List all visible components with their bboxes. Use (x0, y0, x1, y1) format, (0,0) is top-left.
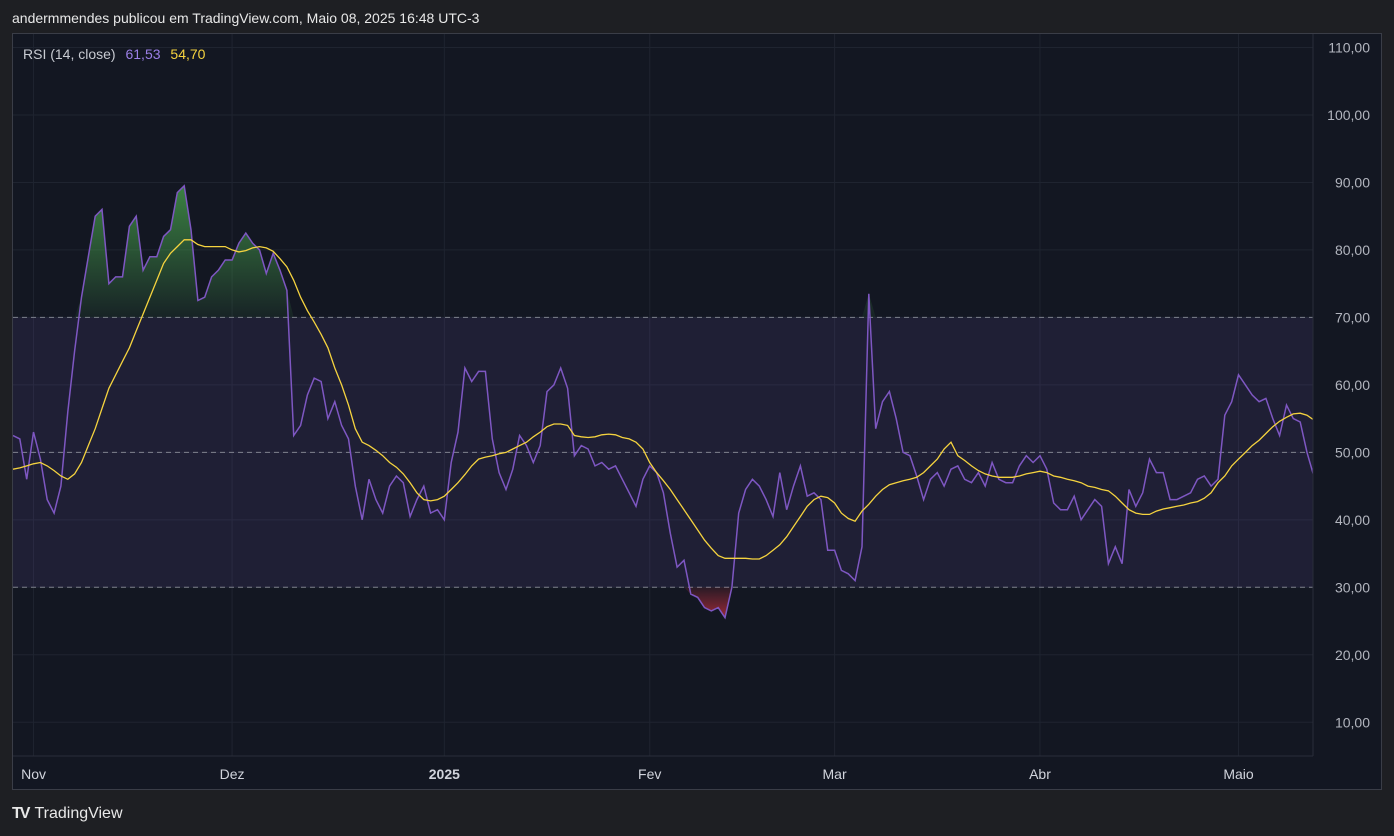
tradingview-logo-icon: TV (12, 805, 31, 822)
x-tick-label: Nov (21, 766, 46, 782)
overbought-fill (13, 185, 1313, 318)
x-tick-label: Mar (823, 766, 847, 782)
oversold-fill (13, 587, 1313, 618)
x-tick-label: Fev (638, 766, 661, 782)
y-tick-label: 70,00 (1335, 309, 1370, 325)
y-tick-label: 60,00 (1335, 377, 1370, 393)
indicator-legend[interactable]: RSI (14, close) 61,53 54,70 (23, 46, 205, 62)
y-tick-label: 90,00 (1335, 174, 1370, 190)
x-axis: Nov Dez 2025 Fev Mar Abr Maio (21, 766, 1254, 782)
publish-header: andermmendes publicou em TradingView.com… (12, 10, 480, 26)
brand-name: TradingView (34, 805, 123, 822)
ma-value: 54,70 (170, 46, 206, 62)
x-tick-label: 2025 (429, 766, 460, 782)
x-tick-label: Dez (220, 766, 245, 782)
y-tick-label: 110,00 (1328, 39, 1370, 55)
rsi-series-line[interactable] (13, 184, 1334, 620)
y-tick-label: 20,00 (1335, 647, 1370, 663)
footer-brand[interactable]: TV TradingView (12, 805, 123, 823)
y-tick-label: 50,00 (1335, 444, 1370, 460)
y-tick-label: 40,00 (1335, 512, 1370, 528)
chart-frame (12, 33, 1382, 790)
y-tick-label: 30,00 (1335, 579, 1370, 595)
y-axis: 10,00 20,00 30,00 40,00 50,00 60,00 70,00 80,00… (1312, 34, 1370, 756)
x-tick-label: Maio (1223, 766, 1254, 782)
indicator-label: RSI (14, close) (23, 46, 116, 62)
y-tick-label: 100,00 (1327, 107, 1370, 123)
rsi-ma-series-line[interactable] (13, 239, 1328, 560)
y-tick-label: 80,00 (1335, 242, 1370, 258)
x-tick-label: Abr (1029, 766, 1051, 782)
rsi-value: 61,53 (125, 46, 161, 62)
y-tick-label: 10,00 (1335, 714, 1370, 730)
